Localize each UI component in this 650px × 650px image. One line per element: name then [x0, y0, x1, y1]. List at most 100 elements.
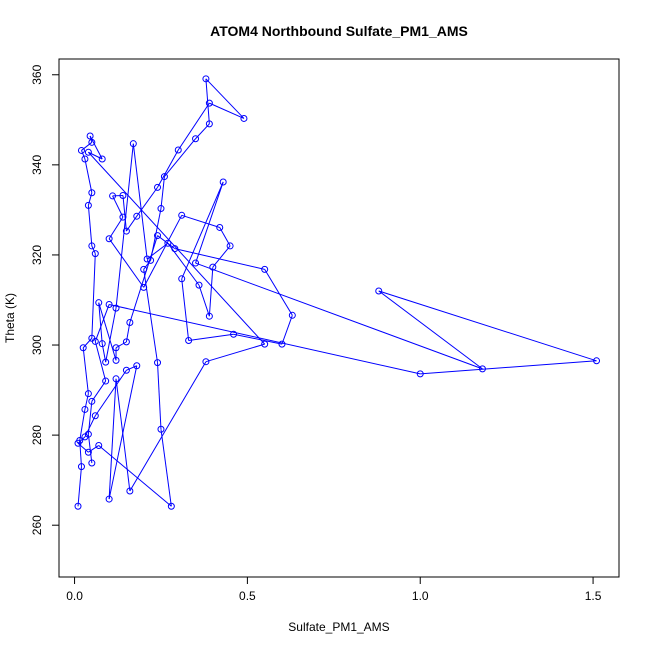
series-segment — [129, 361, 207, 492]
series-segment — [98, 445, 172, 507]
series-segment — [378, 290, 483, 370]
data-point — [202, 358, 210, 366]
series-segment — [164, 138, 196, 177]
series-segment — [195, 262, 483, 370]
series-segment — [87, 401, 93, 435]
data-point — [140, 283, 148, 291]
data-point — [91, 250, 99, 258]
data-point — [219, 178, 227, 186]
series-segment — [212, 245, 231, 268]
series-segment — [87, 205, 93, 246]
data-point — [261, 340, 269, 348]
data-point — [122, 366, 130, 374]
data-point — [88, 397, 96, 405]
series-segment — [88, 151, 266, 345]
data-point — [88, 242, 96, 250]
series-segment — [84, 415, 96, 438]
series-segment — [84, 158, 93, 193]
series-segment — [98, 302, 117, 361]
series-segment — [108, 378, 117, 500]
data-point — [278, 340, 286, 348]
series-segment — [77, 436, 86, 444]
y-tick-label: 300 — [30, 335, 44, 355]
data-point — [178, 211, 186, 219]
data-point — [171, 245, 179, 253]
series-segment — [132, 143, 148, 260]
data-point — [154, 232, 162, 240]
series-segment — [378, 290, 597, 362]
series-segment — [77, 442, 89, 453]
series-segment — [205, 343, 265, 363]
series-segment — [98, 302, 103, 344]
data-point — [105, 300, 113, 308]
data-point — [122, 227, 130, 235]
data-point — [77, 463, 85, 471]
series-segment — [129, 235, 158, 323]
data-point — [77, 146, 85, 154]
data-point — [88, 459, 96, 467]
series-segment — [82, 337, 93, 349]
series-segment — [281, 315, 293, 345]
series-segment — [94, 369, 127, 417]
series-segment — [108, 238, 145, 288]
data-point — [95, 299, 103, 307]
data-point — [88, 189, 96, 197]
series-segment — [181, 278, 190, 341]
data-point — [112, 344, 120, 352]
x-axis-label: Sulfate_PM1_AMS — [288, 620, 389, 634]
series-segment — [208, 267, 214, 317]
series-segment — [109, 303, 421, 375]
data-point — [126, 487, 134, 495]
data-point — [154, 359, 162, 367]
y-axis-label: Theta (K) — [3, 293, 17, 343]
data-point — [157, 425, 165, 433]
data-point — [478, 365, 486, 373]
data-point — [98, 340, 106, 348]
y-tick-label: 340 — [30, 155, 44, 175]
data-point — [226, 242, 234, 250]
series-segment — [233, 333, 283, 345]
data-point — [102, 377, 110, 385]
data-point — [202, 75, 210, 83]
chart-title: ATOM4 Northbound Sulfate_PM1_AMS — [210, 23, 468, 39]
data-point — [185, 337, 193, 345]
series-segment — [157, 362, 162, 430]
data-point — [112, 375, 120, 383]
series-segment — [81, 141, 93, 151]
series-line-group — [77, 78, 597, 507]
data-point — [164, 239, 172, 247]
series-segment — [115, 143, 134, 309]
data-point — [160, 173, 168, 181]
data-point — [88, 138, 96, 146]
data-point — [140, 265, 148, 273]
data-point — [240, 114, 248, 122]
data-point — [178, 275, 186, 283]
series-segment — [157, 235, 176, 250]
data-point — [84, 148, 92, 156]
plot-frame — [58, 58, 620, 578]
data-point — [84, 201, 92, 209]
y-tick-label: 280 — [30, 425, 44, 445]
series-segment — [126, 365, 137, 371]
series-segment — [82, 347, 89, 394]
series-segment — [167, 242, 200, 286]
data-point — [133, 212, 141, 220]
x-axis: 0.0 0.5 1.0 1.5 — [66, 577, 602, 603]
data-point — [195, 281, 203, 289]
data-point — [416, 370, 424, 378]
data-point — [122, 338, 130, 346]
y-axis: 260 280 300 320 340 360 — [30, 64, 59, 535]
series-segment — [181, 181, 224, 280]
series-segment — [160, 429, 172, 507]
data-point — [98, 155, 106, 163]
series-segment — [181, 214, 220, 228]
x-tick-label: 1.0 — [412, 589, 429, 603]
series-segment — [108, 365, 138, 500]
data-point — [261, 265, 269, 273]
series-segment — [195, 181, 224, 264]
series-segment — [91, 245, 96, 254]
series-segment — [108, 216, 124, 239]
data-point — [133, 362, 141, 370]
data-point — [216, 223, 224, 231]
